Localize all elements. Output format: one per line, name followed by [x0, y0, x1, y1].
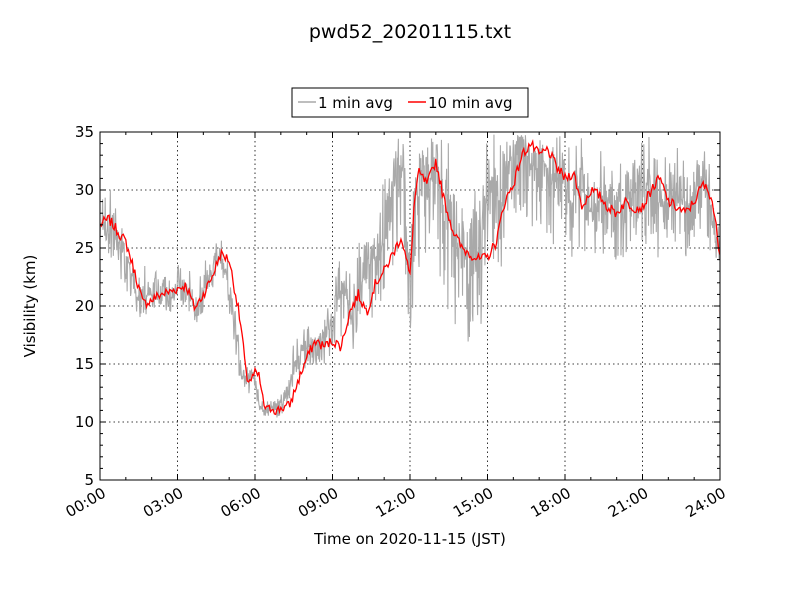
- legend-box: [291, 87, 529, 118]
- legend-label-10min: 10 min avg: [428, 94, 513, 112]
- legend-label-1min: 1 min avg: [318, 94, 393, 112]
- y-tick-label: 30: [75, 181, 94, 199]
- series-10min-line: [100, 138, 720, 416]
- series-1min-line: [100, 134, 720, 418]
- x-axis-label: Time on 2020-11-15 (JST): [313, 530, 506, 548]
- series-layer: [100, 134, 720, 418]
- axis-ticks: [99, 131, 721, 481]
- y-tick-label: 15: [75, 355, 94, 373]
- chart-title: pwd52_20201115.txt: [309, 21, 511, 43]
- y-tick-label: 20: [75, 297, 94, 315]
- y-tick-label: 10: [75, 413, 94, 431]
- y-tick-label: 35: [75, 123, 94, 141]
- y-axis-label: Visibility (km): [21, 255, 39, 358]
- legend: 1 min avg 10 min avg: [291, 87, 529, 118]
- y-tick-labels: 5 10 15 20 25 30 35: [75, 123, 94, 489]
- y-tick-label: 5: [84, 471, 94, 489]
- y-tick-label: 25: [75, 239, 94, 257]
